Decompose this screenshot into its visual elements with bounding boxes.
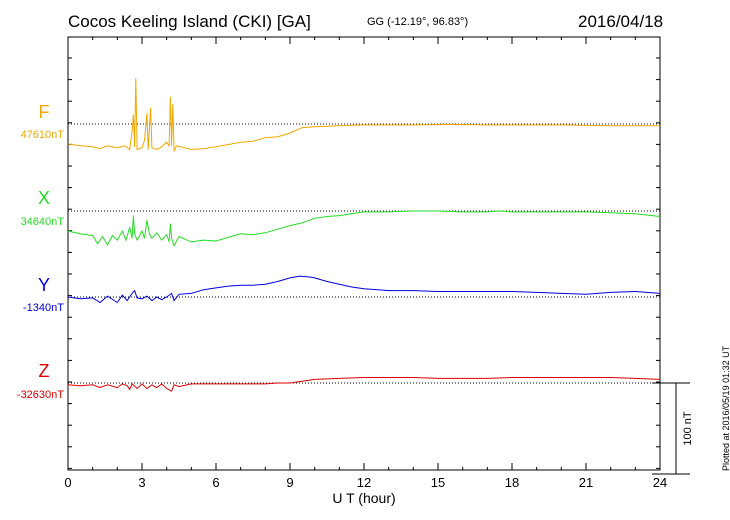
baseline-value-y: -1340nT [23,302,64,314]
x-tick-label: 21 [579,475,593,490]
x-axis-label: U T (hour) [332,490,395,506]
series-line-x [67,210,661,247]
series-line-f [67,78,660,152]
series-label-z: Z [39,361,50,381]
station-coordinates: GG (-12.19°, 96.83°) [367,16,469,28]
x-tick-label: 24 [653,475,667,490]
baseline-value-z: -32630nT [17,389,64,401]
x-tick-label: 12 [357,475,371,490]
x-tick-label: 3 [138,475,145,490]
series-label-y: Y [38,275,50,295]
series-line-y [67,275,661,304]
series-label-x: X [38,188,50,208]
x-tick-label: 18 [505,475,519,490]
x-tick-label: 6 [212,475,219,490]
series-label-f: F [39,102,50,122]
baseline-value-x: 34640nT [21,216,65,228]
baseline-value-f: 47610nT [21,129,65,141]
x-tick-label: 9 [286,475,293,490]
station-title: Cocos Keeling Island (CKI) [GA] [68,12,311,31]
plot-frame [67,36,661,471]
x-tick-label: 15 [431,475,445,490]
series-line-z [67,377,661,392]
scale-bar-label: 100 nT [682,411,694,446]
date-label: 2016/04/18 [578,12,664,31]
x-tick-label: 0 [64,475,71,490]
